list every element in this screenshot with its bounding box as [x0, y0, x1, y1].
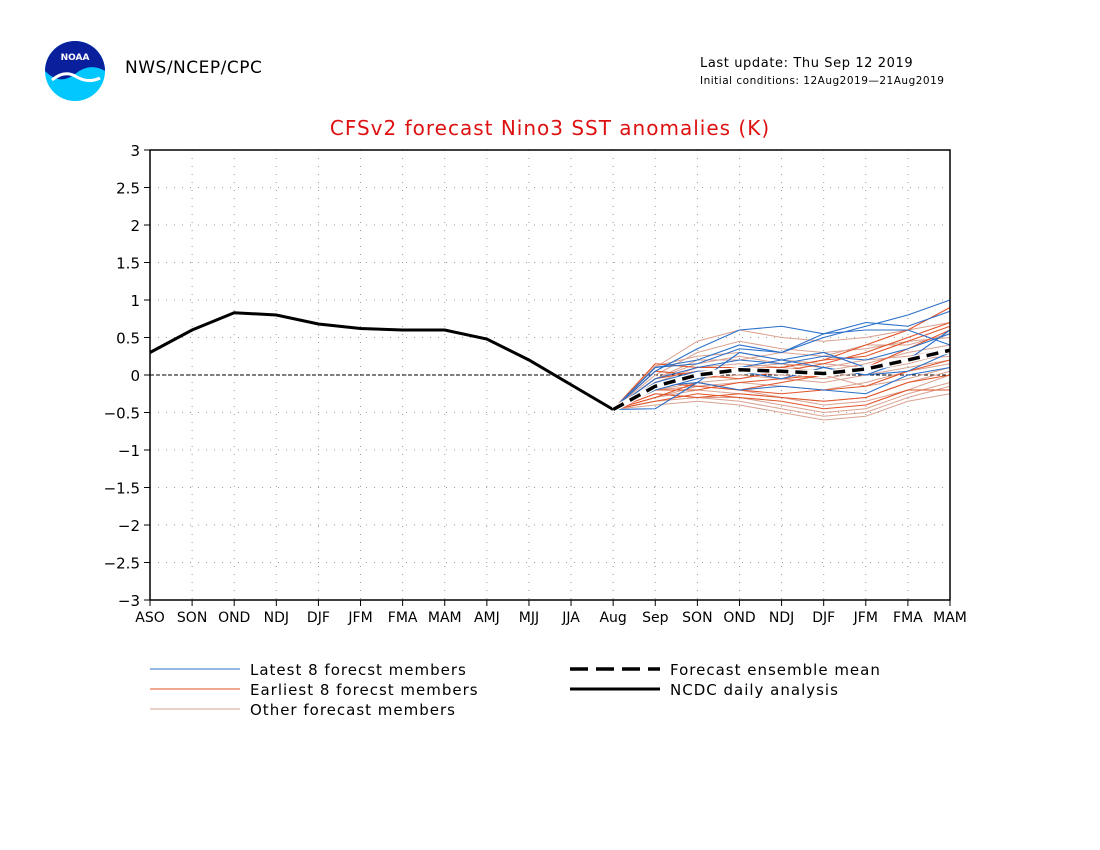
y-tick-label: 1.5 — [116, 255, 140, 273]
x-tick-label: Sep — [642, 610, 669, 626]
x-tick-label: MAM — [933, 610, 967, 626]
x-tick-label: NDJ — [264, 610, 289, 626]
agency-name: NWS/NCEP/CPC — [125, 58, 263, 78]
series-line-other-member — [612, 322, 951, 410]
legend: Latest 8 forecst members Earliest 8 forec… — [150, 661, 881, 719]
legend-label-other: Other forecast members — [250, 701, 456, 719]
x-tick-label: NDJ — [769, 610, 794, 626]
x-tick-label: MAM — [428, 610, 462, 626]
x-tick-label: ASO — [135, 610, 164, 626]
plot-frame — [149, 149, 951, 601]
y-tick-label: 0 — [130, 367, 140, 385]
x-tick-label: JJA — [561, 610, 580, 626]
x-tick-label: Aug — [599, 610, 626, 626]
initial-conditions: Initial conditions: 12Aug2019—21Aug2019 — [700, 75, 945, 87]
y-tick-label: −0.5 — [104, 405, 140, 423]
series-line-earliest-member — [612, 325, 951, 410]
series-line-other-member — [613, 393, 951, 421]
y-tick-label: −3 — [118, 592, 140, 610]
y-tick-label: 3 — [130, 142, 140, 160]
series-line-observed — [149, 311, 614, 411]
series-line-other-member — [612, 337, 951, 410]
series-line-latest-member — [612, 329, 951, 410]
x-tick-label: OND — [723, 610, 755, 626]
x-tick-label: SON — [177, 610, 207, 626]
y-tick-label: 0.5 — [116, 330, 140, 348]
series — [149, 299, 951, 421]
x-tick-label: SON — [682, 610, 712, 626]
y-tick-label: −2.5 — [104, 555, 140, 573]
last-update: Last update: Thu Sep 12 2019 — [700, 56, 914, 71]
y-tick-label: −2 — [118, 517, 140, 535]
x-tick-label: JFM — [853, 610, 878, 626]
x-tick-label: JFM — [347, 610, 372, 626]
y-tick-label: 1 — [130, 292, 140, 310]
x-tick-label: OND — [218, 610, 250, 626]
x-tick-label: FMA — [893, 610, 923, 626]
y-tick-label: 2.5 — [116, 180, 140, 198]
y-tick-label: −1 — [118, 442, 140, 460]
series-line-earliest-member — [613, 359, 951, 411]
x-tick-label: MJJ — [519, 610, 539, 626]
x-axis: ASO SON OND NDJ DJF JFM FMA MAM AMJ MJJ JJA Aug Sep S… — [135, 600, 967, 626]
series-line-earliest-member — [613, 389, 950, 411]
x-tick-label: DJF — [812, 610, 835, 626]
y-axis: 3 2.5 2 1.5 1 0.5 0 −0.5 −1 −1.5 −2 −2.5 −3 — [104, 142, 150, 610]
y-tick-label: −1.5 — [104, 480, 140, 498]
y-tick-label: 2 — [130, 217, 140, 235]
series-line-ensemble-mean — [612, 348, 951, 412]
legend-label-mean: Forecast ensemble mean — [670, 661, 881, 679]
series-line-earliest-member — [612, 374, 951, 411]
series-line-latest-member — [613, 366, 951, 411]
legend-label-earliest: Earliest 8 forecst members — [250, 681, 479, 699]
series-line-latest-member — [612, 333, 951, 410]
legend-label-latest: Latest 8 forecst members — [250, 661, 467, 679]
chart-title: CFSv2 forecast Nino3 SST anomalies (K) — [330, 116, 770, 140]
x-tick-label: FMA — [388, 610, 418, 626]
noaa-logo-text: NOAA — [61, 53, 90, 63]
series-line-latest-member — [612, 310, 951, 410]
legend-label-observed: NCDC daily analysis — [670, 681, 839, 699]
x-tick-label: AMJ — [474, 610, 500, 626]
noaa-logo: NOAA — [44, 40, 106, 102]
x-tick-label: DJF — [307, 610, 330, 626]
